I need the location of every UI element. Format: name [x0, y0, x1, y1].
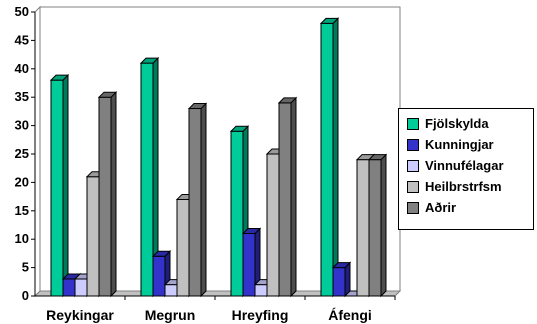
legend-swatch — [407, 159, 419, 172]
bar-top — [229, 125, 250, 132]
bar-side — [290, 96, 297, 298]
legend-label: Fjölskylda — [425, 116, 489, 131]
x-category-label: Áfengi — [328, 307, 372, 323]
bar-top — [319, 17, 340, 24]
bar-top — [139, 57, 160, 64]
legend-item: Vinnufélagar — [407, 155, 533, 176]
y-tick-label: 45 — [15, 32, 29, 47]
bar — [176, 198, 190, 297]
bar-top — [241, 228, 262, 235]
bar-top — [187, 103, 208, 110]
bar-side — [332, 17, 339, 298]
bar — [62, 278, 76, 297]
bar — [86, 176, 100, 297]
bar — [230, 130, 244, 297]
bar-side — [380, 153, 387, 298]
bar — [152, 255, 166, 297]
bar — [242, 233, 256, 297]
legend-item: Kunningjar — [407, 134, 533, 155]
y-tick-label: 35 — [15, 89, 29, 104]
bar — [332, 267, 346, 297]
bar-side — [110, 90, 117, 298]
bar — [188, 108, 202, 297]
legend-label: Vinnufélagar — [425, 158, 504, 173]
legend-swatch — [407, 201, 419, 214]
x-category-label: Reykingar — [46, 307, 114, 323]
bar — [356, 159, 370, 297]
bar — [98, 96, 112, 297]
bar-top — [331, 262, 352, 269]
bar — [278, 102, 292, 297]
bar-top — [277, 97, 298, 104]
bar-top — [49, 74, 70, 81]
bar — [140, 62, 154, 297]
bar-top — [97, 91, 118, 98]
x-category-label: Hreyfing — [232, 307, 289, 323]
y-tick-label: 5 — [22, 260, 29, 275]
legend-item: Aðrir — [407, 197, 533, 218]
bar — [266, 153, 280, 297]
bar — [74, 278, 88, 297]
legend-swatch — [407, 117, 419, 130]
legend-label: Heilbrstrfsm — [425, 179, 502, 194]
y-tick-label: 25 — [15, 146, 29, 161]
legend-label: Kunningjar — [425, 137, 494, 152]
chart-legend: Fjölskylda Kunningjar Vinnufélagar Heilbrst… — [398, 108, 534, 230]
legend-swatch — [407, 138, 419, 151]
legend-item: Fjölskylda — [407, 113, 533, 134]
bar — [164, 284, 178, 297]
y-tick-label: 10 — [15, 231, 29, 246]
bar — [368, 159, 382, 297]
y-tick-label: 15 — [15, 203, 29, 218]
bar-side — [62, 73, 69, 298]
y-tick-label: 20 — [15, 174, 29, 189]
y-tick-label: 0 — [22, 288, 29, 303]
y-tick-label: 40 — [15, 61, 29, 76]
legend-item: Heilbrstrfsm — [407, 176, 533, 197]
legend-swatch — [407, 180, 419, 193]
bar-side — [200, 102, 207, 298]
y-tick-label: 30 — [15, 118, 29, 133]
plot-side-wall — [34, 5, 41, 298]
x-category-label: Megrun — [145, 307, 196, 323]
bar-top — [151, 250, 172, 257]
bar-top — [367, 154, 388, 161]
y-tick-label: 50 — [15, 4, 29, 19]
bar — [254, 284, 268, 297]
bar-side — [344, 261, 351, 298]
legend-label: Aðrir — [425, 200, 457, 215]
bar — [50, 79, 64, 297]
bar — [320, 22, 334, 297]
